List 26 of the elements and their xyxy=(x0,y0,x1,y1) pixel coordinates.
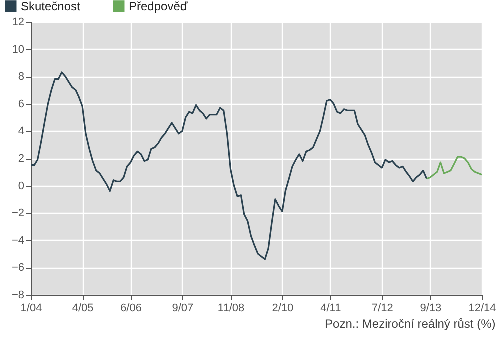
y-tick-label: 8 xyxy=(18,71,24,84)
y-tick-label: −6 xyxy=(12,262,24,274)
y-tick-label: −8 xyxy=(12,290,24,302)
legend-label: Skutečnost xyxy=(21,0,82,14)
y-tick-label: 0 xyxy=(18,180,24,192)
x-tick-label: 11/08 xyxy=(218,302,245,314)
x-tick-label: 12/14 xyxy=(468,302,496,314)
y-tick-label: 4 xyxy=(18,126,24,138)
y-tick-label: 12 xyxy=(12,16,24,28)
legend-label: Předpověď xyxy=(129,0,188,14)
text: Pozn.: Meziroční reálný růst (%) xyxy=(325,317,496,331)
line-series xyxy=(426,156,483,180)
line-series xyxy=(30,72,428,260)
x-tick-label: 4/05 xyxy=(72,302,94,314)
x-tick-label: 1/04 xyxy=(20,302,42,314)
y-tick-label: 10 xyxy=(12,44,24,56)
y-tick-label: 2 xyxy=(18,153,24,165)
y-tick-label: −4 xyxy=(12,234,24,247)
y-tick-label: 6 xyxy=(18,98,24,110)
x-tick-label: 4/11 xyxy=(320,302,342,314)
x-tick-label: 7/12 xyxy=(372,302,394,314)
x-tick-label: 6/06 xyxy=(120,302,142,314)
x-tick-label: 9/07 xyxy=(172,302,194,314)
y-tick-label: −2 xyxy=(12,208,24,220)
x-tick-label: 9/13 xyxy=(420,302,442,314)
x-tick-label: 2/10 xyxy=(272,302,294,314)
